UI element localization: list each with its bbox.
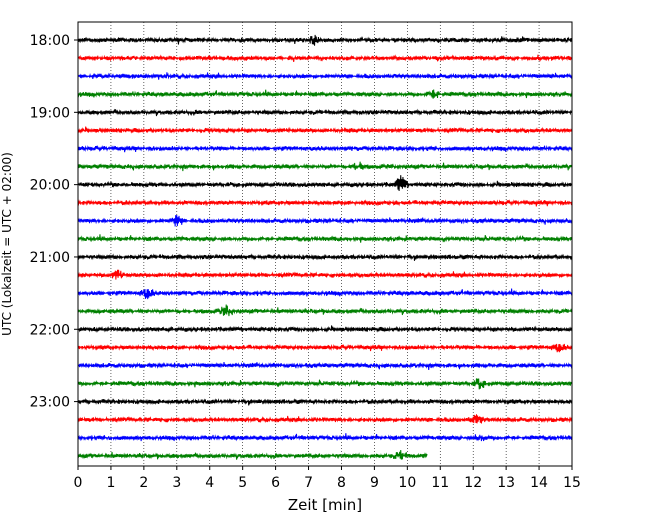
seismogram-trace: [77, 199, 573, 207]
x-tick-label: 13: [497, 475, 515, 491]
x-tick-label: 7: [304, 475, 313, 491]
x-axis-label: Zeit [min]: [288, 496, 362, 514]
seismogram-trace: [77, 325, 573, 333]
y-tick-label: 20:00: [30, 178, 70, 194]
x-tick-label: 0: [74, 475, 83, 491]
y-tick-label: 19:00: [30, 105, 70, 121]
x-tick-label: 8: [337, 475, 346, 491]
seismogram-trace: [77, 215, 573, 227]
seismogram-trace: [77, 161, 573, 172]
x-tick-label: 12: [464, 475, 482, 491]
seismogram-trace: [77, 126, 573, 134]
y-axis-label: UTC (Lokalzeit = UTC + 02:00): [0, 152, 14, 336]
x-tick-label: 1: [106, 475, 115, 491]
plot-frame: [77, 21, 573, 467]
grid-lines: [110, 22, 540, 466]
x-tick-label: 10: [398, 475, 416, 491]
seismogram-trace: [77, 175, 573, 191]
y-tick-label: 23:00: [30, 395, 70, 411]
y-tick-label: 21:00: [30, 250, 70, 266]
seismogram-trace: [77, 304, 573, 317]
seismogram-trace: [77, 269, 573, 280]
seismogram-trace: [77, 450, 428, 460]
seismogram-trace: [77, 144, 573, 153]
x-tick-label: 15: [563, 475, 581, 491]
x-tick-label: 4: [205, 475, 214, 491]
seismogram-trace: [77, 89, 573, 99]
seismogram-trace: [77, 108, 573, 117]
x-tick-label: 6: [271, 475, 280, 491]
seismogram-trace: [77, 414, 573, 424]
seismogram-trace: [77, 378, 573, 390]
y-tick-label: 22:00: [30, 322, 70, 338]
x-tick-label: 5: [238, 475, 247, 491]
seismogram-trace: [77, 54, 573, 62]
x-tick-label: 2: [139, 475, 148, 491]
seismogram-trace: [77, 253, 573, 261]
seismogram-trace: [77, 72, 573, 80]
y-axis-ticks: 18:00 19:00 20:00 21:00 22:00 23:00: [30, 33, 78, 411]
seismogram-trace: [77, 361, 573, 371]
seismogram-trace: [77, 397, 573, 406]
seismogram-traces: [77, 34, 573, 460]
y-tick-label: 18:00: [30, 33, 70, 49]
seismogram-trace: [77, 34, 573, 46]
x-tick-label: 14: [530, 475, 548, 491]
seismogram-trace: [77, 234, 573, 243]
x-tick-label: 3: [172, 475, 181, 491]
seismogram-trace: [77, 343, 573, 353]
x-tick-label: 11: [431, 475, 449, 491]
x-axis-ticks: 0 1 2 3 4 5 6 7 8 9 10 11 12 13 14 15: [74, 466, 581, 491]
seismogram-trace: [77, 433, 573, 442]
seismogram-trace: [77, 288, 573, 300]
x-tick-label: 9: [370, 475, 379, 491]
